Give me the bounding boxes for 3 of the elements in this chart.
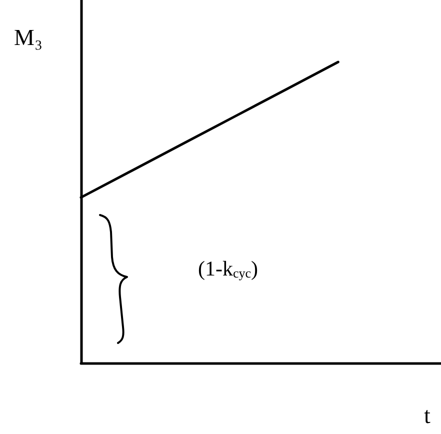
y-axis-title: M₃ [14,25,42,50]
x-axis-title: t [424,403,431,428]
annotation: (1-kcyc) [198,256,258,280]
